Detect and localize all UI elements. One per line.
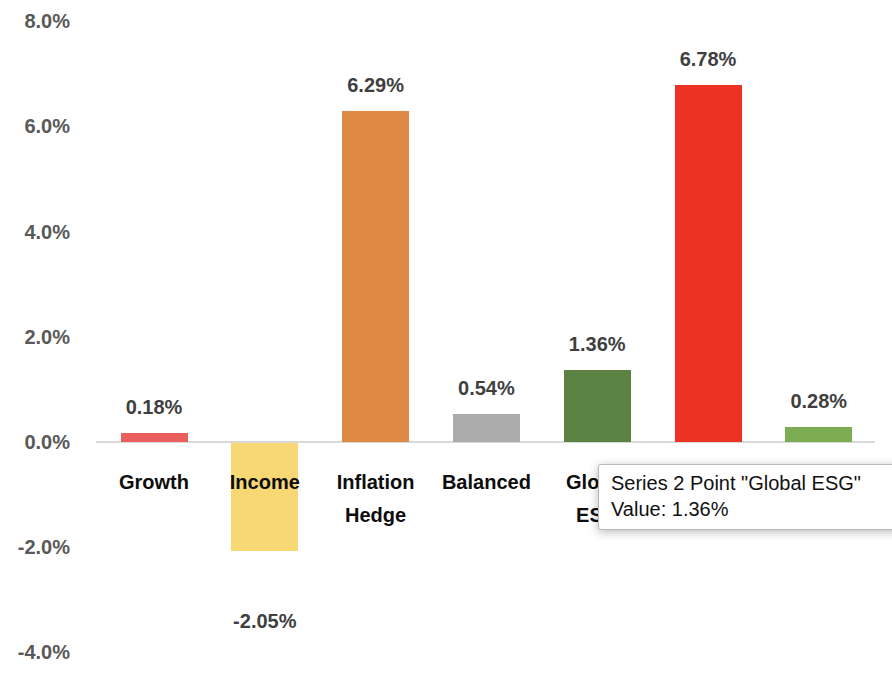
data-label: 0.54%: [416, 375, 556, 401]
bar-balanced[interactable]: [453, 414, 520, 442]
category-label-growth: Growth: [102, 466, 206, 499]
data-label: -2.05%: [195, 608, 335, 634]
y-axis-tick-label: 6.0%: [0, 113, 70, 139]
data-label: 1.36%: [527, 331, 667, 357]
data-label: 0.28%: [749, 388, 889, 414]
bar-global-esg[interactable]: [564, 370, 631, 442]
tooltip-value-text: Value: 1.36%: [611, 496, 892, 522]
y-axis-tick-label: 0.0%: [0, 429, 70, 455]
data-label: 0.18%: [84, 394, 224, 420]
category-label-inflation-hedge: Inflation Hedge: [324, 466, 428, 532]
bar-unlabeled-6[interactable]: [675, 85, 742, 442]
data-label: 6.29%: [306, 72, 446, 98]
category-label-balanced: Balanced: [434, 466, 538, 499]
y-axis-tick-label: -4.0%: [0, 639, 70, 665]
y-axis-tick-label: -2.0%: [0, 534, 70, 560]
bar-unlabeled-7[interactable]: [785, 427, 852, 442]
y-axis-tick-label: 4.0%: [0, 219, 70, 245]
chart-tooltip: Series 2 Point "Global ESG" Value: 1.36%: [598, 464, 892, 530]
chart-area: 8.0% 6.0% 4.0% 2.0% 0.0% -2.0% -4.0% 0.18% -2.0…: [0, 0, 892, 678]
tooltip-series-text: Series 2 Point "Global ESG": [611, 470, 892, 496]
data-label: 6.78%: [638, 46, 778, 72]
y-axis-tick-label: 8.0%: [0, 8, 70, 34]
category-label-income: Income: [213, 466, 317, 499]
y-axis-tick-label: 2.0%: [0, 324, 70, 350]
bar-growth[interactable]: [121, 433, 188, 442]
bar-inflation-hedge[interactable]: [342, 111, 409, 442]
